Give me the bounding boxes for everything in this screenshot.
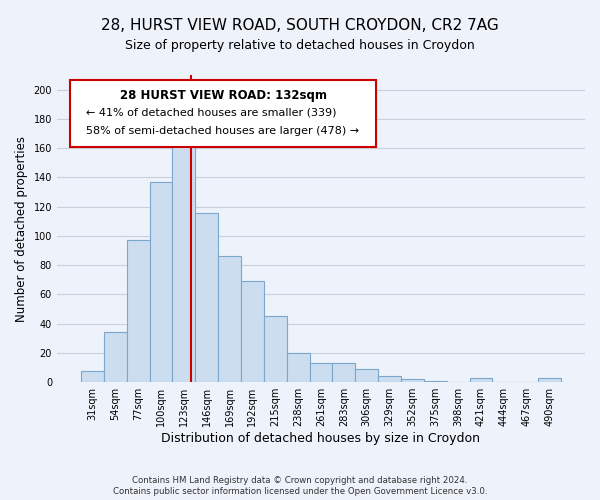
Bar (538, 378, 561, 382)
Bar (195, 212, 218, 382)
Bar (310, 363, 332, 382)
Bar (172, 141, 195, 382)
Bar (424, 380, 446, 382)
Text: ← 41% of detached houses are smaller (339): ← 41% of detached houses are smaller (33… (86, 108, 337, 118)
Bar (218, 256, 241, 382)
Bar (287, 353, 310, 382)
Text: Size of property relative to detached houses in Croydon: Size of property relative to detached ho… (125, 39, 475, 52)
Text: 28, HURST VIEW ROAD, SOUTH CROYDON, CR2 7AG: 28, HURST VIEW ROAD, SOUTH CROYDON, CR2 … (101, 18, 499, 32)
X-axis label: Distribution of detached houses by size in Croydon: Distribution of detached houses by size … (161, 432, 481, 445)
FancyBboxPatch shape (70, 80, 376, 147)
Bar (355, 369, 378, 382)
Bar (127, 240, 149, 382)
Text: Contains HM Land Registry data © Crown copyright and database right 2024.: Contains HM Land Registry data © Crown c… (132, 476, 468, 485)
Y-axis label: Number of detached properties: Number of detached properties (15, 136, 28, 322)
Text: Contains public sector information licensed under the Open Government Licence v3: Contains public sector information licen… (113, 487, 487, 496)
Bar (378, 376, 401, 382)
Bar (470, 378, 493, 382)
Text: 28 HURST VIEW ROAD: 132sqm: 28 HURST VIEW ROAD: 132sqm (120, 89, 327, 102)
Bar (81, 370, 104, 382)
Bar (104, 332, 127, 382)
Bar (264, 316, 287, 382)
Bar (149, 182, 172, 382)
Text: 58% of semi-detached houses are larger (478) →: 58% of semi-detached houses are larger (… (86, 126, 359, 136)
Bar (241, 282, 264, 382)
Bar (332, 363, 355, 382)
Bar (401, 380, 424, 382)
